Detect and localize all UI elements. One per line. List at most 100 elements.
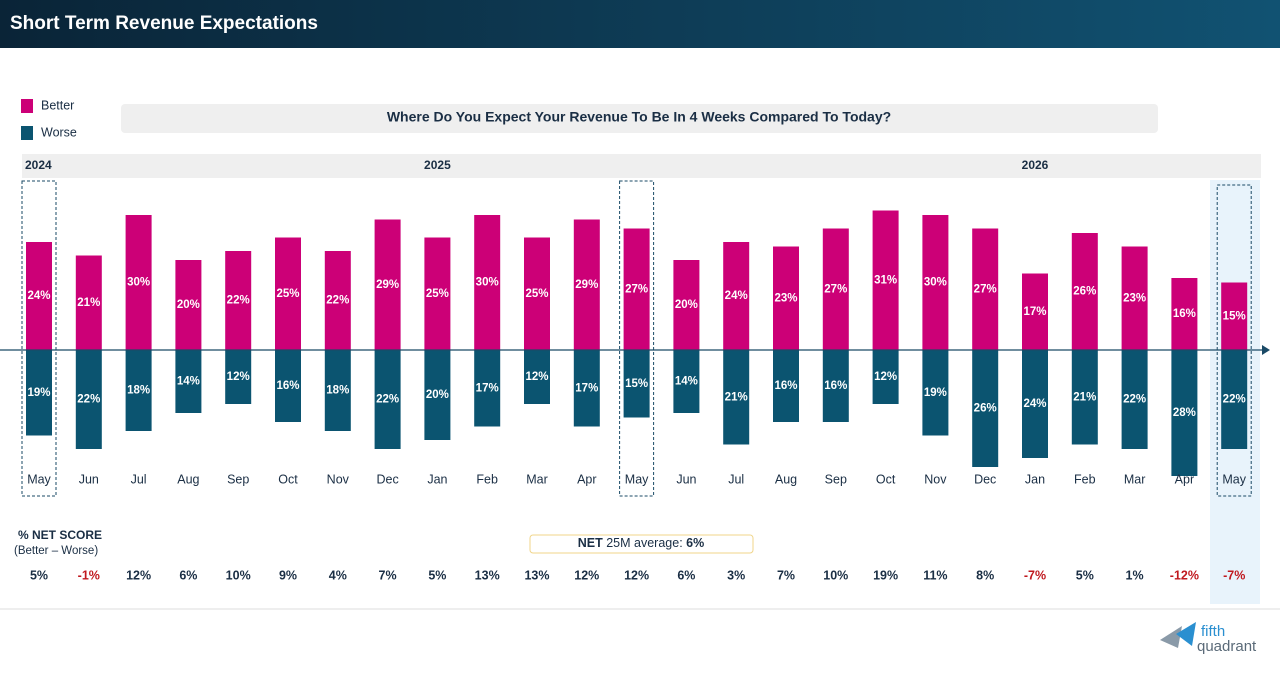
better-bar xyxy=(723,242,750,350)
worse-bar xyxy=(474,350,501,427)
better-bar xyxy=(474,215,501,350)
x-tick-label: Sep xyxy=(227,472,249,486)
bar-label: 15% xyxy=(1223,310,1246,322)
worse-bar xyxy=(524,350,550,404)
bar-label: 29% xyxy=(376,279,399,291)
bar-label: 22% xyxy=(227,295,250,307)
bar-label: 22% xyxy=(326,295,349,307)
better-bar xyxy=(374,219,401,350)
net-value: 12% xyxy=(624,568,649,582)
worse-bar xyxy=(324,350,351,431)
worse-bar xyxy=(225,350,252,404)
year-label: 2025 xyxy=(424,158,451,172)
net-value: 12% xyxy=(574,568,599,582)
bar-label: 17% xyxy=(476,382,499,394)
logo-text: quadrant xyxy=(1197,638,1257,655)
better-bar xyxy=(673,260,700,350)
x-tick-label: Mar xyxy=(526,472,548,486)
chart-title: Where Do You Expect Your Revenue To Be I… xyxy=(387,109,891,125)
bar-label: 30% xyxy=(476,277,499,289)
worse-bar xyxy=(872,350,899,404)
better-bar xyxy=(1221,282,1248,350)
better-bar xyxy=(75,255,102,350)
better-bar xyxy=(275,237,301,350)
bar-label: 25% xyxy=(525,288,548,300)
bar-label: 24% xyxy=(1023,398,1046,410)
better-bar xyxy=(1121,246,1148,350)
page-title: Short Term Revenue Expectations xyxy=(10,13,318,34)
x-tick-label: Oct xyxy=(278,472,298,486)
bar-label: 17% xyxy=(575,382,598,394)
bar-label: 14% xyxy=(675,376,698,388)
average-text: NET 25M average: 6% xyxy=(578,536,704,550)
bar-label: 26% xyxy=(974,403,997,415)
bar-label: 21% xyxy=(725,391,748,403)
x-tick-label: Jun xyxy=(676,472,696,486)
legend-swatch xyxy=(21,99,33,113)
better-bar xyxy=(1071,233,1098,350)
highlight-box xyxy=(1216,184,1252,497)
bar-label: 27% xyxy=(824,283,847,295)
worse-bar xyxy=(1022,350,1048,458)
x-tick-label: Jun xyxy=(79,472,99,486)
worse-bar xyxy=(75,350,102,449)
better-bar xyxy=(175,260,202,350)
logo-text: fifth xyxy=(1201,623,1225,640)
x-tick-label: May xyxy=(625,472,649,486)
worse-bar xyxy=(26,350,52,436)
x-tick-label: Mar xyxy=(1124,472,1146,486)
worse-bar xyxy=(673,350,700,413)
bar-label: 14% xyxy=(177,376,200,388)
logo-icon xyxy=(1160,626,1182,648)
x-tick-label: Dec xyxy=(974,472,996,486)
bar-label: 20% xyxy=(426,389,449,401)
net-value: 6% xyxy=(677,568,695,582)
average-box xyxy=(529,534,754,554)
x-tick-label: Sep xyxy=(825,472,847,486)
bar-label: 21% xyxy=(77,297,100,309)
bar-label: 12% xyxy=(525,371,548,383)
better-bar xyxy=(822,228,849,350)
net-value: 13% xyxy=(524,568,549,582)
question-box xyxy=(121,104,1158,133)
better-bar xyxy=(225,251,252,350)
better-bar xyxy=(424,237,451,350)
x-tick-label: Nov xyxy=(924,472,947,486)
bar-label: 19% xyxy=(27,387,50,399)
net-value: 7% xyxy=(777,568,795,582)
legend-label: Worse xyxy=(41,125,77,139)
worse-bar xyxy=(1071,350,1098,445)
net-value: 10% xyxy=(226,568,251,582)
net-subtitle: (Better – Worse) xyxy=(14,545,98,557)
bar-label: 16% xyxy=(774,380,797,392)
x-tick-label: Aug xyxy=(775,472,797,486)
x-tick-label: Jul xyxy=(728,472,744,486)
bar-label: 31% xyxy=(874,274,897,286)
x-tick-label: Jan xyxy=(1025,472,1045,486)
better-bar xyxy=(972,228,999,350)
worse-bar xyxy=(773,350,799,422)
bar-label: 12% xyxy=(874,371,897,383)
worse-bar xyxy=(623,350,650,418)
better-bar xyxy=(922,215,949,350)
net-value: -1% xyxy=(78,568,100,582)
net-value: 3% xyxy=(727,568,745,582)
bar-label: 28% xyxy=(1173,407,1196,419)
x-tick-label: Aug xyxy=(177,472,199,486)
net-value: 11% xyxy=(923,568,947,582)
highlight-box xyxy=(21,180,57,497)
net-value: 1% xyxy=(1126,568,1144,582)
x-tick-label: Dec xyxy=(376,472,398,486)
net-value: 9% xyxy=(279,568,297,582)
worse-bar xyxy=(922,350,949,436)
bar-label: 30% xyxy=(924,277,947,289)
bar-label: 16% xyxy=(276,380,299,392)
better-bar xyxy=(524,237,550,350)
bar-label: 16% xyxy=(824,380,847,392)
year-band xyxy=(22,154,1261,178)
net-value: 5% xyxy=(1076,568,1094,582)
worse-bar xyxy=(723,350,750,445)
bar-label: 16% xyxy=(1173,308,1196,320)
bar-label: 18% xyxy=(326,385,349,397)
